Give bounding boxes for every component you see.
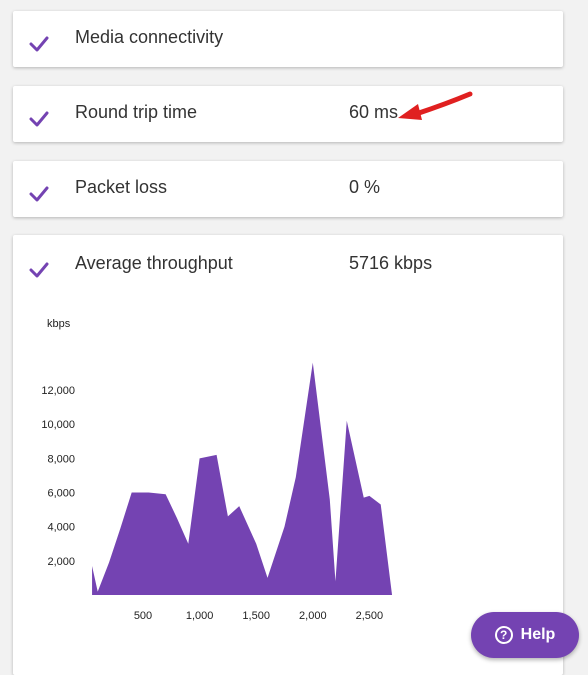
check-value: 60 ms: [349, 102, 399, 122]
throughput-chart: kbps 2,000 4,000 6,000 8,000 10,000 12,000 500 1…: [41, 318, 410, 622]
x-tick-label: 1,500: [242, 610, 270, 622]
y-tick-label: 8,000: [47, 453, 75, 465]
y-tick-label: 4,000: [47, 522, 75, 534]
y-axis-label: kbps: [47, 318, 71, 330]
y-tick-label: 10,000: [41, 419, 75, 431]
help-button[interactable]: ? Help: [471, 612, 579, 658]
check-icon: [29, 36, 49, 52]
check-label: Average throughput: [75, 253, 233, 273]
annotation-arrow-icon: [398, 91, 473, 120]
check-label: Media connectivity: [75, 27, 224, 47]
x-tick-label: 2,500: [356, 610, 384, 622]
check-value: 5716 kbps: [349, 253, 433, 273]
x-tick-label: 2,000: [299, 610, 327, 622]
check-card-round-trip-time: Round trip time 60 ms: [13, 86, 563, 142]
check-icon: [29, 262, 49, 278]
throughput-area: [92, 362, 410, 595]
check-card-average-throughput: Average throughput 5716 kbps kbps 2,000 4,…: [13, 235, 563, 675]
check-icon: [29, 186, 49, 202]
check-icon: [29, 111, 49, 127]
y-tick-label: 12,000: [41, 385, 75, 397]
x-tick-label: 500: [134, 610, 152, 622]
check-card-packet-loss: Packet loss 0 %: [13, 161, 563, 217]
check-label: Round trip time: [75, 102, 198, 122]
help-label: Help: [520, 626, 556, 643]
y-tick-label: 2,000: [47, 556, 75, 568]
check-label: Packet loss: [75, 177, 168, 197]
question-circle-icon: ?: [494, 626, 513, 644]
x-tick-label: 1,000: [186, 610, 214, 622]
check-card-media-connectivity: Media connectivity: [13, 11, 563, 67]
y-tick-label: 6,000: [47, 488, 75, 500]
check-value: 0 %: [349, 177, 381, 197]
